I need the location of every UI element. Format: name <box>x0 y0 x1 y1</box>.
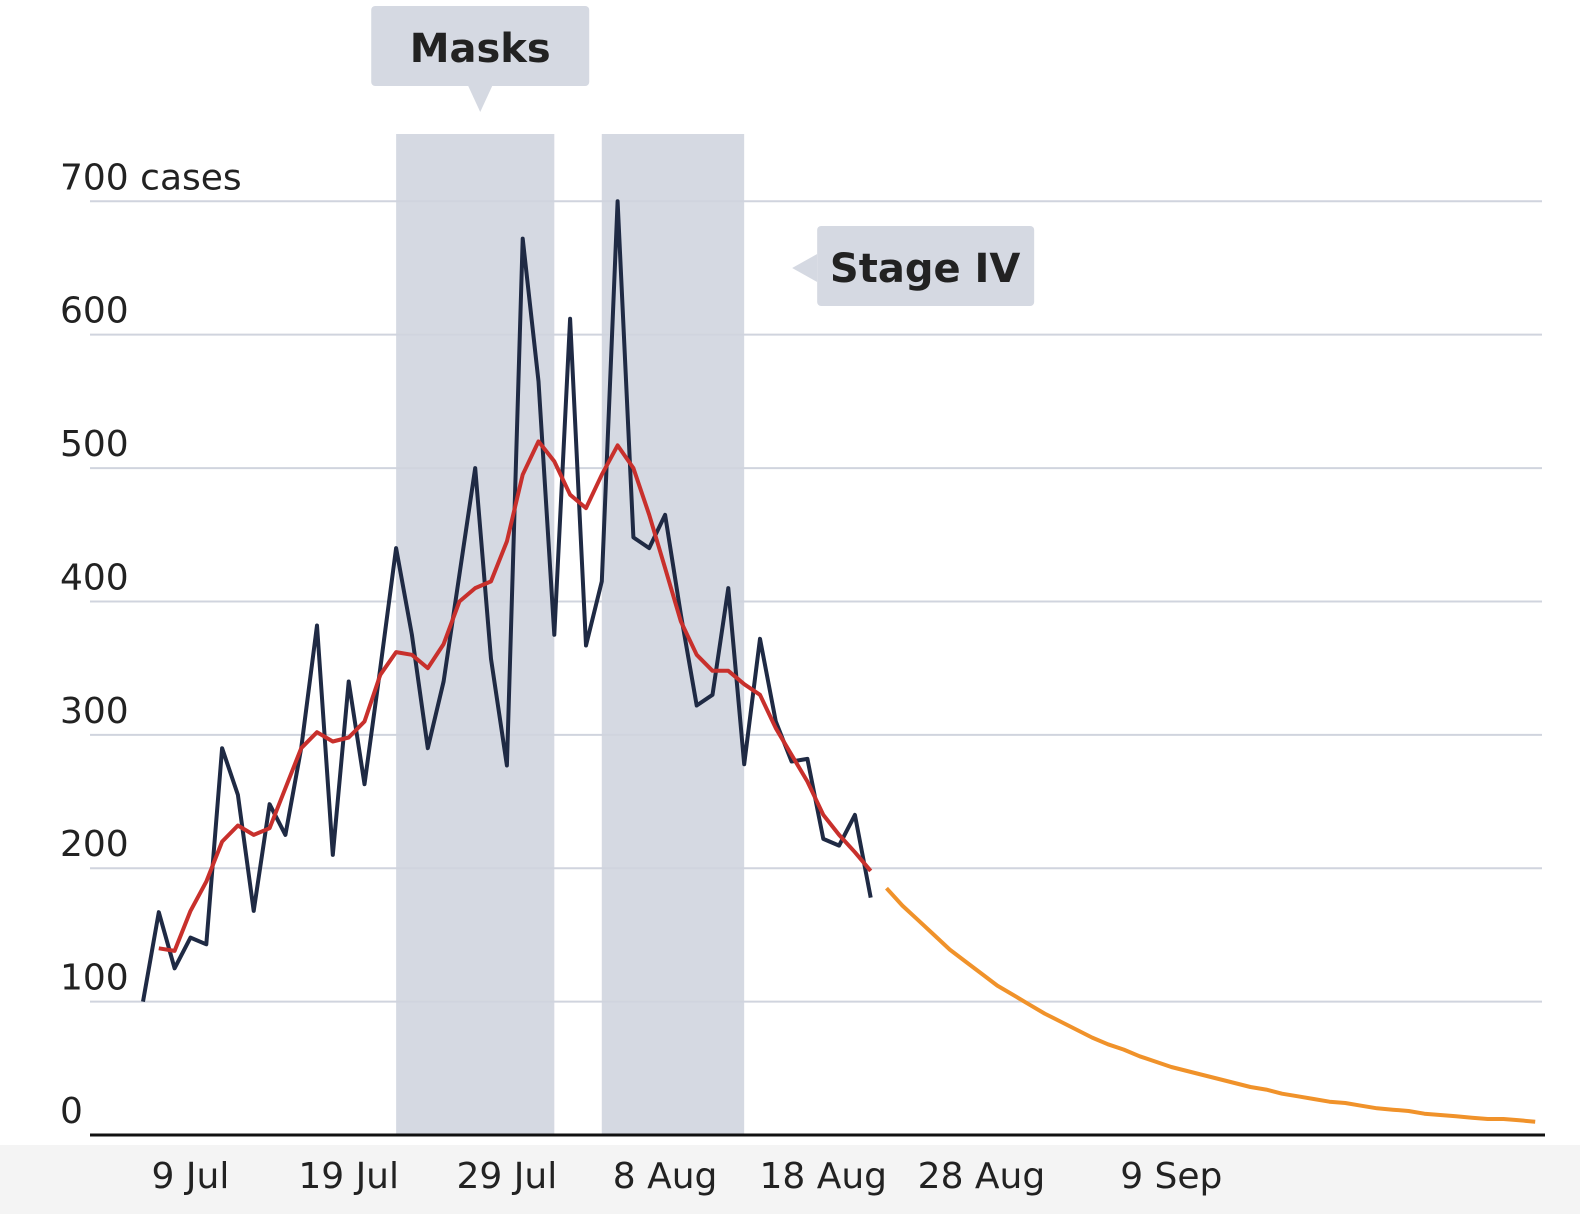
x-tick-label: 9 Sep <box>1120 1156 1222 1197</box>
y-tick-label: 100 <box>60 958 129 999</box>
y-tick-label: 700 cases <box>60 157 242 198</box>
shaded-period <box>396 134 555 1135</box>
y-tick-label: 400 <box>60 557 129 598</box>
annotation-label: Masks <box>410 26 551 72</box>
y-tick-label: 200 <box>60 824 129 865</box>
annotation-label: Stage IV <box>830 246 1020 292</box>
annotation-box <box>371 6 590 86</box>
y-tick-label: 300 <box>60 691 129 732</box>
x-tick-label: 28 Aug <box>918 1156 1046 1197</box>
annotation-box <box>817 226 1035 306</box>
y-tick-label: 0 <box>60 1091 83 1132</box>
x-tick-label: 9 Jul <box>152 1156 230 1197</box>
x-tick-label: 19 Jul <box>298 1156 399 1197</box>
footer-strip <box>0 1145 1580 1214</box>
annotation-pointer <box>468 86 493 112</box>
series-line <box>141 199 873 1002</box>
x-tick-label: 18 Aug <box>759 1156 887 1197</box>
y-tick-label: 500 <box>60 424 129 465</box>
series-line <box>158 439 873 953</box>
annotation-pointer <box>792 254 818 282</box>
series-line <box>885 886 1536 1124</box>
x-tick-label: 8 Aug <box>613 1156 718 1197</box>
y-tick-label: 600 <box>60 291 129 332</box>
x-tick-label: 29 Jul <box>457 1156 558 1197</box>
